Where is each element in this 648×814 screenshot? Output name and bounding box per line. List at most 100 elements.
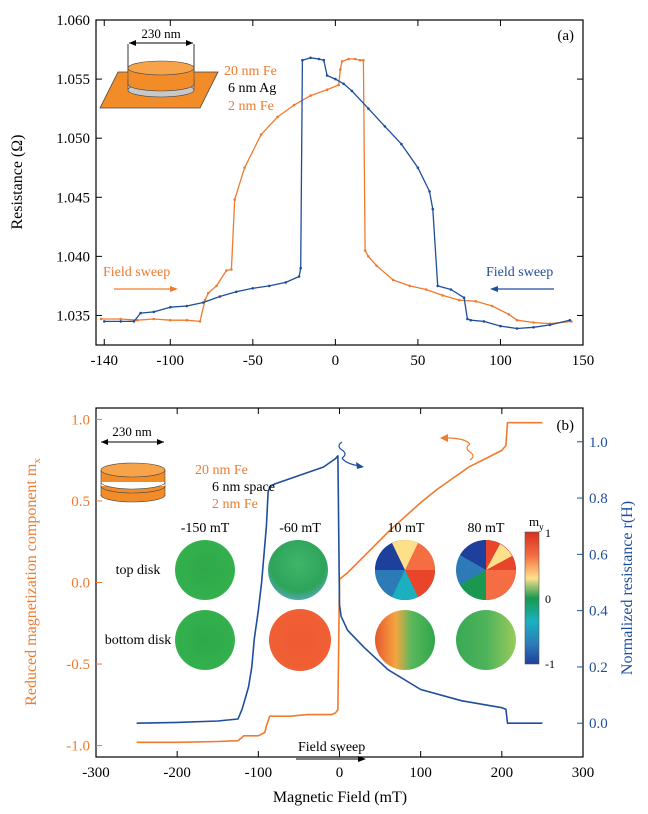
dimension-arrowhead-right-b (157, 439, 164, 445)
panel-b-x-axis-title: Magnetic Field (mT) (273, 789, 407, 806)
y-left-tick-label: 0.5 (71, 494, 90, 510)
x-tick-label: 150 (572, 353, 595, 369)
data-point-orange (408, 284, 412, 288)
panel-a-sample-schematic: 230 nm (99, 26, 219, 109)
data-point-blue (268, 284, 271, 288)
panel-a-frame (95, 19, 584, 346)
colorbar-tick-max: 1 (545, 526, 551, 540)
panel-b-sample-schematic: 230 nm (100, 424, 166, 503)
data-point-orange (424, 288, 428, 291)
disk-field-label-2: -60 mT (279, 521, 321, 536)
panel-a-label: (a) (557, 28, 574, 44)
data-point-blue (317, 57, 321, 61)
data-point-blue (297, 275, 301, 278)
data-point-orange (340, 60, 344, 63)
spacer-curve-lower-b (100, 485, 166, 494)
x-tick-label: -140 (91, 353, 119, 369)
x-tick-label: 100 (489, 353, 512, 369)
spacer-curve-upper-b (100, 481, 166, 490)
x-tick-label: -100 (245, 765, 273, 781)
x-tick-label: 200 (491, 765, 514, 781)
data-point-blue (103, 320, 106, 323)
colorbar-tick-min: -1 (545, 657, 555, 671)
x-tick-label: 300 (572, 765, 595, 781)
panel-b-left-y-axis-title: Reduced magnetization component mx (23, 458, 43, 706)
panel-b-right-y-axis-title: Normalized resistance r(H) (619, 501, 636, 675)
y-right-tick-label: 0.2 (589, 660, 608, 676)
data-point-blue (185, 304, 189, 308)
data-point-blue (466, 317, 469, 321)
panel-a-y-axis: 1.035 1.040 1.045 1.050 1.055 1.060 (56, 13, 583, 324)
data-point-blue (132, 320, 136, 323)
data-point-orange (362, 58, 365, 62)
data-point-blue (251, 287, 255, 290)
right-axis-indicator-arrow (338, 441, 361, 467)
data-point-blue (342, 82, 345, 86)
data-point-blue (469, 318, 473, 322)
series-line-orange (136, 421, 543, 744)
data-point-blue (299, 266, 303, 270)
layer-label-bottom-a: 2 nm Fe (228, 99, 274, 114)
data-point-blue (202, 301, 205, 304)
data-point-blue (325, 74, 329, 77)
data-point-blue (350, 89, 354, 93)
disk-top-m60 (268, 540, 328, 600)
disk-top-p80 (456, 540, 516, 600)
series-line-blue (104, 57, 570, 330)
data-point-orange (441, 294, 445, 297)
disk-top-face-b (100, 462, 166, 478)
data-point-orange (339, 68, 342, 71)
panel-b-label: (b) (557, 418, 575, 434)
data-point-blue (322, 58, 326, 62)
y-right-tick-label: 0.6 (589, 547, 608, 563)
data-point-blue (482, 320, 486, 323)
x-tick-label: 0 (336, 765, 344, 781)
data-point-orange (207, 291, 210, 295)
data-point-blue (548, 323, 552, 327)
y-tick-label: 1.055 (56, 72, 90, 88)
data-point-blue (235, 290, 238, 294)
data-point-blue (218, 295, 222, 298)
colorbar-tick-mid: 0 (545, 592, 551, 606)
data-point-blue (532, 326, 535, 329)
dimension-arrowhead-right (186, 40, 193, 46)
data-point-orange (532, 321, 535, 324)
data-point-blue (568, 318, 572, 322)
field-sweep-arrowhead-b (358, 756, 366, 762)
disk-field-label-4: 80 mT (468, 521, 505, 536)
data-point-orange (358, 58, 362, 62)
data-point-blue (139, 311, 142, 315)
y-left-tick-label: 1.0 (71, 412, 90, 428)
field-sweep-label-left: Field sweep (103, 265, 170, 280)
panel-b-plot-area (136, 421, 543, 744)
panel-b: -300 -200 -100 0 100 200 300 -1.0 -0.5 0.0 0.5 1.0… (23, 407, 636, 806)
data-point-blue (428, 190, 431, 193)
top-disk-face-a (127, 60, 195, 76)
layer-label-bottom-b: 2 nm Fe (212, 497, 258, 512)
data-point-orange (215, 284, 218, 288)
disk-bottom-p80 (456, 610, 516, 670)
dimension-label-b: 230 nm (112, 424, 151, 439)
x-tick-label: -300 (82, 765, 110, 781)
top-disk-bottom-a (127, 83, 195, 92)
data-point-orange (490, 304, 494, 308)
disk-field-label-1: -150 mT (181, 521, 230, 536)
panel-b-right-y-axis: 0.0 0.2 0.4 0.6 0.8 1.0 (577, 435, 608, 732)
x-tick-label: 50 (410, 353, 425, 369)
colorbar: my 1 0 -1 (524, 514, 555, 671)
y-left-tick-label: -0.5 (66, 657, 90, 673)
field-sweep-arrowhead-right (170, 286, 178, 292)
series-line-blue (136, 454, 543, 725)
left-axis-indicator-arrow (447, 437, 474, 461)
layer-label-top-a: 20 nm Fe (224, 64, 277, 79)
right-axis-indicator-arrowhead (356, 462, 364, 469)
data-point-orange (375, 264, 378, 268)
layer-label-spacer-b: 6 nm space (212, 480, 275, 495)
data-point-orange (325, 88, 329, 91)
data-point-blue (334, 77, 337, 81)
data-point-orange (363, 249, 367, 252)
data-point-orange (309, 94, 312, 97)
field-sweep-label-right: Field sweep (486, 265, 553, 280)
y-tick-label: 1.050 (56, 131, 90, 147)
data-point-blue (383, 125, 387, 128)
